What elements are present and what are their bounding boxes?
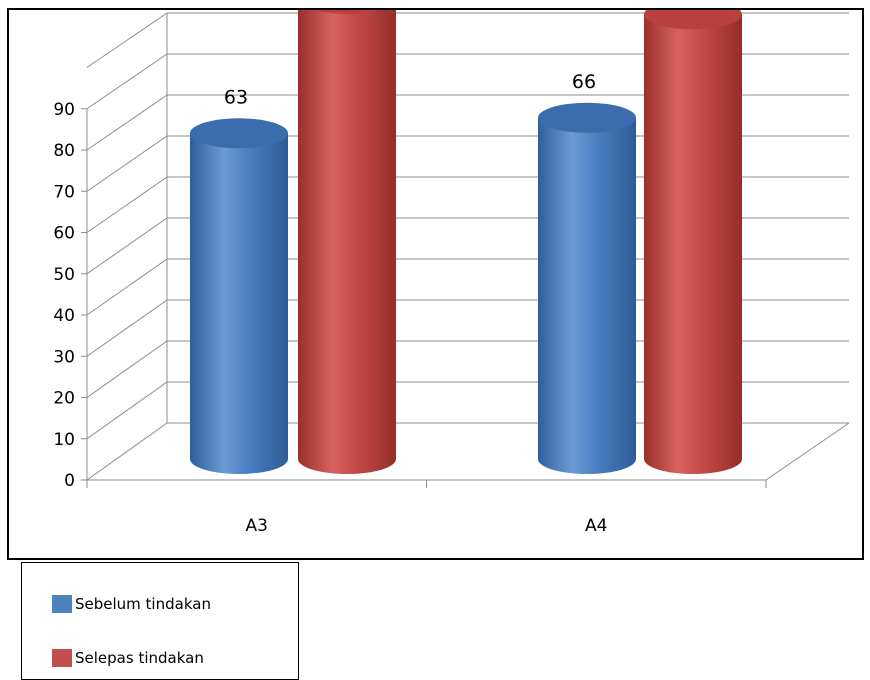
bar-top — [190, 118, 288, 149]
y-tick-label-50: 50 — [53, 265, 75, 285]
legend-label-selepas: Selepas tindakan — [75, 649, 204, 667]
y-tick-label-40: 40 — [53, 306, 75, 326]
floor-edge-right — [765, 422, 850, 481]
bar-body — [538, 117, 636, 474]
gridline-wall-90 — [86, 53, 168, 110]
y-tick-label-90: 90 — [53, 100, 75, 120]
data-label-a4-sebelum: 66 — [572, 71, 596, 93]
gridline-wall-50 — [86, 217, 168, 275]
legend-item-selepas: Selepas tindakan — [52, 646, 204, 670]
bar-body — [644, 14, 742, 474]
gridline-wall-0 — [86, 422, 168, 481]
bar-a4-selepas — [644, 10, 742, 474]
y-tick-label-20: 20 — [53, 389, 75, 409]
bar-top — [314, 10, 380, 14]
bar-top — [538, 102, 636, 133]
y-tick-label-60: 60 — [53, 224, 75, 244]
gridline-wall-70 — [86, 135, 168, 192]
bar-a4-sebelum — [538, 102, 636, 474]
legend-label-sebelum: Sebelum tindakan — [75, 595, 211, 613]
gridline-wall-top — [86, 12, 168, 68]
y-tick-label-0: 0 — [64, 471, 75, 491]
legend-item-sebelum: Sebelum tindakan — [52, 592, 211, 616]
gridline-wall-30 — [86, 299, 168, 357]
y-tick-label-70: 70 — [53, 182, 75, 202]
x-tick-label-a4: A4 — [585, 516, 607, 536]
gridline-wall-80 — [86, 94, 168, 151]
data-label-a3-sebelum: 63 — [224, 86, 248, 108]
bar-body — [298, 10, 396, 474]
gridline-wall-10 — [86, 381, 168, 440]
bar-top — [644, 10, 742, 30]
gridline-wall-20 — [86, 340, 168, 398]
legend-swatch-sebelum — [52, 595, 72, 613]
y-tick-label-10: 10 — [53, 430, 75, 450]
legend: Sebelum tindakan Selepas tindakan — [21, 562, 299, 680]
bar-a3-selepas — [298, 10, 396, 474]
gridline-wall-60 — [86, 176, 168, 233]
y-tick-label-80: 80 — [53, 141, 75, 161]
bar-a3-sebelum — [190, 118, 288, 474]
gridline-wall-40 — [86, 258, 168, 316]
legend-swatch-selepas — [52, 649, 72, 667]
bar-body — [190, 133, 288, 474]
y-tick-label-30: 30 — [53, 347, 75, 367]
x-tick-label-a3: A3 — [246, 516, 268, 536]
